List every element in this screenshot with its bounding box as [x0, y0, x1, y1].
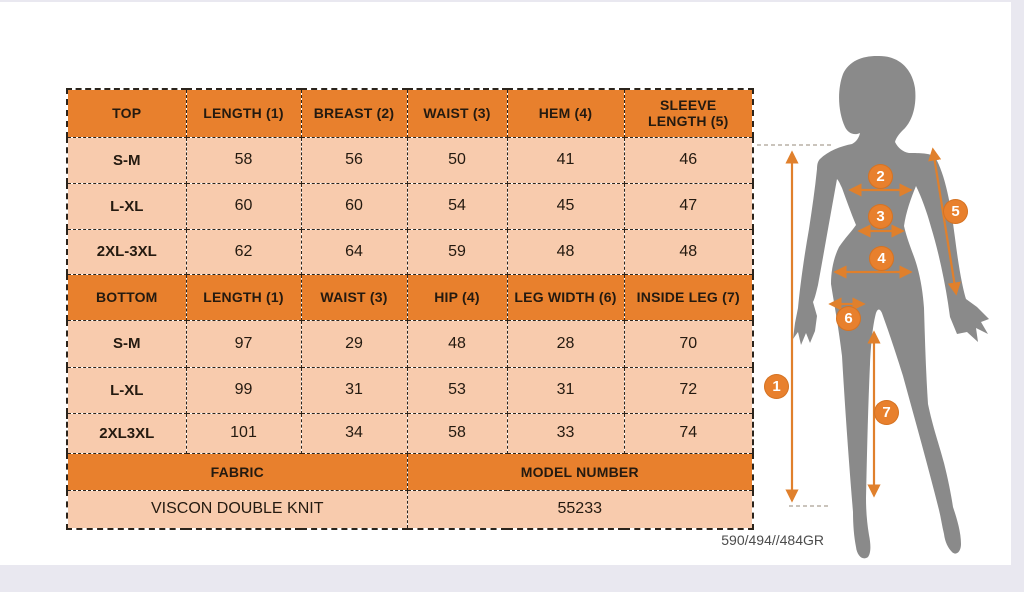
marker-badge-1: 1 [764, 374, 789, 399]
table-row-footer-values: VISCON DOUBLE KNIT 55233 [66, 489, 754, 530]
size-label: S-M [66, 319, 187, 368]
model-number-header: MODEL NUMBER [406, 452, 754, 491]
column-header-hip: HIP (4) [406, 273, 508, 321]
measurement-value: 41 [506, 136, 625, 184]
measurement-value: 60 [300, 182, 408, 230]
table-row-bottom-header: BOTTOM LENGTH (1) WAIST (3) HIP (4) LEG … [66, 273, 754, 321]
column-header-breast: BREAST (2) [300, 88, 408, 138]
marker-badge-6: 6 [836, 306, 861, 331]
marker-badge-5: 5 [943, 199, 968, 224]
fabric-value: VISCON DOUBLE KNIT [66, 489, 408, 530]
measurement-value: 28 [506, 319, 625, 368]
measurement-value: 33 [506, 412, 625, 454]
size-label: L-XL [66, 366, 187, 414]
measurement-value: 97 [185, 319, 302, 368]
fabric-header: FABRIC [66, 452, 408, 491]
column-header-sleeve-length: SLEEVE LENGTH (5) [623, 88, 754, 138]
measurement-value: 50 [406, 136, 508, 184]
measurement-value: 74 [623, 412, 754, 454]
column-header-waist: WAIST (3) [300, 273, 408, 321]
column-header-waist: WAIST (3) [406, 88, 508, 138]
size-label: L-XL [66, 182, 187, 230]
measurement-value: 47 [623, 182, 754, 230]
measurement-value: 99 [185, 366, 302, 414]
model-number-value: 55233 [406, 489, 754, 530]
measurement-value: 31 [506, 366, 625, 414]
table-row: S-M 58 56 50 41 46 [66, 136, 754, 184]
table-row: L-XL 60 60 54 45 47 [66, 182, 754, 230]
measurement-value: 58 [185, 136, 302, 184]
table-row-top-header: TOP LENGTH (1) BREAST (2) WAIST (3) HEM … [66, 88, 754, 138]
column-header-leg-width: LEG WIDTH (6) [506, 273, 625, 321]
measurement-value: 53 [406, 366, 508, 414]
measurement-value: 48 [623, 228, 754, 275]
table-row-footer-header: FABRIC MODEL NUMBER [66, 452, 754, 491]
size-label: 2XL3XL [66, 412, 187, 454]
marker-badge-4: 4 [869, 246, 894, 271]
column-header-length: LENGTH (1) [185, 273, 302, 321]
column-header-hem: HEM (4) [506, 88, 625, 138]
measurement-value: 34 [300, 412, 408, 454]
column-header-bottom: BOTTOM [66, 273, 187, 321]
measurement-value: 72 [623, 366, 754, 414]
size-label: S-M [66, 136, 187, 184]
marker-badge-7: 7 [874, 400, 899, 425]
measurement-value: 60 [185, 182, 302, 230]
measurement-value: 59 [406, 228, 508, 275]
measurement-value: 45 [506, 182, 625, 230]
measurement-value: 62 [185, 228, 302, 275]
measurement-value: 70 [623, 319, 754, 368]
measurement-value: 46 [623, 136, 754, 184]
body-silhouette [793, 55, 989, 559]
measurement-value: 29 [300, 319, 408, 368]
size-label: 2XL-3XL [66, 228, 187, 275]
column-header-inside-leg: INSIDE LEG (7) [623, 273, 754, 321]
table-row: 2XL3XL 101 34 58 33 74 [66, 412, 754, 454]
measurement-value: 58 [406, 412, 508, 454]
table-row: 2XL-3XL 62 64 59 48 48 [66, 228, 754, 275]
measurement-arrow-5 [928, 147, 961, 296]
size-chart-table: TOP LENGTH (1) BREAST (2) WAIST (3) HEM … [66, 88, 754, 530]
measurement-value: 56 [300, 136, 408, 184]
measurement-value: 101 [185, 412, 302, 454]
marker-badge-2: 2 [868, 164, 893, 189]
table-row: S-M 97 29 48 28 70 [66, 319, 754, 368]
measurement-figure [757, 55, 989, 559]
column-header-length: LENGTH (1) [185, 88, 302, 138]
measurement-value: 31 [300, 366, 408, 414]
weight-note: 590/494//484GR [721, 532, 824, 548]
column-header-top: TOP [66, 88, 187, 138]
measurement-value: 48 [506, 228, 625, 275]
measurement-value: 64 [300, 228, 408, 275]
measurement-value: 54 [406, 182, 508, 230]
measurement-value: 48 [406, 319, 508, 368]
table-row: L-XL 99 31 53 31 72 [66, 366, 754, 414]
marker-badge-3: 3 [868, 204, 893, 229]
